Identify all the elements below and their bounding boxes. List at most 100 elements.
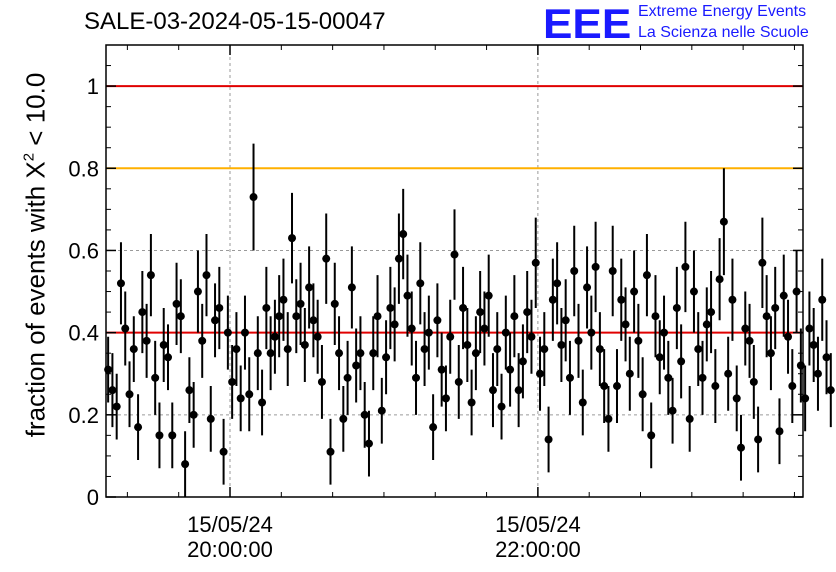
data-point bbox=[702, 320, 711, 329]
data-point bbox=[386, 303, 395, 312]
data-point bbox=[736, 443, 745, 452]
data-point bbox=[309, 316, 318, 325]
y-tick-label: 0 bbox=[87, 485, 99, 510]
data-point bbox=[771, 303, 780, 312]
data-point bbox=[668, 406, 677, 415]
data-point bbox=[745, 336, 754, 345]
data-point bbox=[660, 328, 669, 337]
data-point bbox=[172, 299, 181, 308]
data-point bbox=[407, 324, 416, 333]
data-point bbox=[583, 283, 592, 292]
data-point bbox=[228, 377, 237, 386]
data-point bbox=[305, 283, 314, 292]
data-point bbox=[202, 271, 211, 280]
data-point bbox=[112, 402, 121, 411]
data-point bbox=[159, 340, 168, 349]
x-tick-label-time: 22:00:00 bbox=[495, 537, 581, 562]
y-tick-label: 0.8 bbox=[68, 156, 99, 181]
data-point bbox=[805, 324, 814, 333]
data-point bbox=[540, 345, 549, 354]
data-point bbox=[343, 373, 352, 382]
data-point bbox=[288, 234, 297, 243]
data-point bbox=[749, 377, 758, 386]
data-point bbox=[591, 262, 600, 271]
data-point bbox=[129, 345, 138, 354]
data-point bbox=[655, 353, 664, 362]
data-point bbox=[754, 435, 763, 444]
x-tick-label-date: 15/05/24 bbox=[187, 512, 273, 537]
data-point bbox=[664, 373, 673, 382]
data-point bbox=[168, 431, 177, 440]
data-point bbox=[792, 287, 801, 296]
data-point bbox=[480, 324, 489, 333]
data-point bbox=[531, 258, 540, 267]
data-point bbox=[232, 345, 241, 354]
data-point bbox=[322, 254, 331, 263]
data-point bbox=[364, 439, 373, 448]
data-point bbox=[570, 267, 579, 275]
data-point bbox=[335, 349, 344, 358]
data-point bbox=[313, 332, 322, 341]
data-point bbox=[454, 377, 463, 386]
data-point bbox=[621, 320, 630, 329]
data-point bbox=[116, 279, 125, 288]
data-point bbox=[625, 369, 634, 378]
data-point bbox=[394, 254, 403, 263]
data-point bbox=[497, 402, 506, 411]
data-point bbox=[741, 324, 750, 333]
data-point bbox=[446, 332, 455, 341]
data-point bbox=[689, 287, 698, 296]
data-point bbox=[527, 332, 536, 341]
data-point bbox=[608, 267, 617, 275]
data-point bbox=[523, 308, 532, 317]
data-point bbox=[258, 398, 267, 407]
data-point bbox=[240, 328, 249, 337]
data-point bbox=[612, 382, 621, 391]
data-point bbox=[788, 382, 797, 391]
data-point bbox=[604, 414, 613, 423]
data-point bbox=[651, 312, 660, 321]
data-point bbox=[155, 431, 164, 440]
data-point bbox=[164, 353, 173, 362]
data-point bbox=[728, 295, 737, 304]
data-point bbox=[501, 328, 510, 337]
data-point bbox=[822, 353, 831, 362]
data-point bbox=[429, 423, 438, 432]
x-tick-label-time: 20:00:00 bbox=[187, 537, 273, 562]
data-point bbox=[779, 291, 788, 300]
data-point bbox=[356, 349, 365, 358]
data-point bbox=[698, 373, 707, 382]
data-point bbox=[647, 431, 656, 440]
y-tick-label: 0.2 bbox=[68, 403, 99, 428]
data-point bbox=[206, 414, 215, 423]
data-point bbox=[420, 345, 429, 354]
data-point bbox=[561, 316, 570, 325]
data-point bbox=[270, 332, 279, 341]
data-point bbox=[476, 308, 485, 317]
data-point bbox=[142, 336, 151, 345]
data-point bbox=[189, 410, 198, 419]
data-point bbox=[536, 369, 545, 378]
y-tick-label: 0.6 bbox=[68, 238, 99, 263]
data-point bbox=[399, 230, 408, 239]
data-point bbox=[317, 377, 326, 386]
data-point bbox=[557, 340, 566, 349]
logo-text-line1: Extreme Energy Events bbox=[638, 3, 807, 20]
data-point bbox=[595, 345, 604, 354]
data-point bbox=[574, 336, 583, 345]
data-point bbox=[198, 336, 207, 345]
data-point bbox=[719, 217, 728, 226]
data-point bbox=[484, 291, 493, 300]
data-point bbox=[211, 316, 220, 325]
data-point bbox=[403, 291, 412, 300]
data-point bbox=[185, 386, 194, 395]
data-point bbox=[488, 386, 497, 395]
data-point bbox=[681, 262, 690, 271]
data-point bbox=[553, 279, 562, 288]
data-point bbox=[433, 316, 442, 325]
data-point bbox=[330, 299, 339, 308]
data-point bbox=[467, 398, 476, 407]
data-point bbox=[176, 312, 185, 321]
data-point bbox=[677, 357, 686, 366]
